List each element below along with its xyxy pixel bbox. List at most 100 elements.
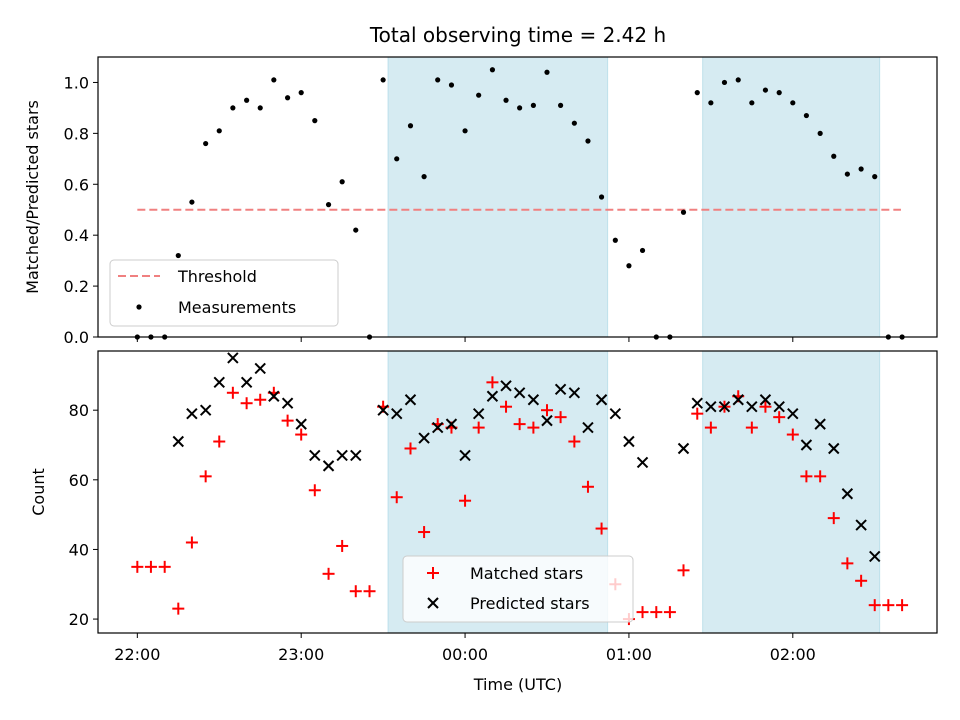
data-point bbox=[721, 79, 728, 86]
data-point bbox=[882, 599, 895, 612]
data-point bbox=[787, 407, 799, 420]
data-point bbox=[418, 432, 430, 444]
data-point bbox=[636, 606, 649, 619]
data-point bbox=[462, 128, 468, 134]
y-tick-label: 40 bbox=[69, 540, 89, 559]
data-point bbox=[500, 380, 512, 392]
y-axis-label: Count bbox=[29, 468, 48, 516]
data-point bbox=[626, 263, 632, 269]
data-point bbox=[541, 414, 553, 427]
data-point bbox=[527, 421, 540, 434]
y-tick-label: 0.0 bbox=[64, 328, 89, 347]
data-point bbox=[746, 400, 758, 413]
data-point bbox=[869, 550, 881, 563]
data-point bbox=[380, 77, 386, 83]
data-point bbox=[390, 491, 403, 504]
data-point bbox=[773, 400, 785, 413]
data-point bbox=[855, 519, 867, 531]
data-point bbox=[598, 194, 605, 200]
data-point bbox=[257, 105, 263, 111]
data-point bbox=[254, 393, 267, 406]
data-point bbox=[776, 90, 782, 96]
data-point bbox=[308, 484, 321, 497]
data-point bbox=[363, 585, 376, 598]
data-point bbox=[557, 102, 564, 108]
data-point bbox=[814, 418, 826, 430]
data-point bbox=[704, 421, 717, 434]
data-point bbox=[199, 404, 212, 416]
legend-marker-measurements bbox=[136, 304, 142, 310]
data-point bbox=[814, 470, 827, 483]
data-point bbox=[708, 100, 714, 106]
data-point bbox=[585, 138, 591, 144]
data-point bbox=[732, 394, 744, 406]
data-point bbox=[421, 174, 427, 180]
x-ticks bbox=[136, 337, 794, 342]
data-point bbox=[694, 90, 700, 96]
data-point bbox=[295, 428, 308, 441]
data-point bbox=[745, 421, 758, 434]
data-point bbox=[858, 166, 864, 172]
data-point bbox=[500, 400, 513, 413]
data-point bbox=[568, 435, 581, 448]
data-point bbox=[189, 199, 195, 205]
data-point bbox=[472, 407, 485, 420]
data-point bbox=[144, 560, 157, 573]
data-point bbox=[472, 421, 485, 434]
data-point bbox=[636, 456, 649, 469]
legend-marker-matched bbox=[427, 567, 439, 579]
data-point bbox=[896, 599, 909, 612]
y-axis-label: Matched/Predicted stars bbox=[23, 100, 42, 294]
data-point bbox=[295, 418, 307, 430]
data-point bbox=[353, 227, 359, 233]
data-point bbox=[677, 442, 690, 455]
data-point bbox=[407, 123, 414, 129]
data-point bbox=[749, 100, 755, 106]
data-point bbox=[435, 77, 441, 83]
y-tick-label: 0.4 bbox=[64, 226, 89, 245]
data-point bbox=[831, 153, 837, 159]
data-point bbox=[486, 376, 499, 389]
data-point bbox=[639, 247, 646, 254]
data-point bbox=[175, 252, 181, 259]
x-tick-label: 01:00 bbox=[606, 645, 652, 664]
y-ticks: 0.0 0.2 0.4 0.6 0.8 1.0 bbox=[64, 73, 98, 347]
data-point bbox=[800, 439, 813, 451]
axes-frame bbox=[97, 350, 938, 634]
data-point bbox=[663, 606, 676, 619]
legend-label-matched: Matched stars bbox=[470, 564, 583, 583]
axes-frame bbox=[97, 56, 938, 338]
x-tick-label: 02:00 bbox=[770, 645, 816, 664]
data-point bbox=[677, 564, 690, 577]
data-point bbox=[691, 397, 703, 409]
data-point bbox=[513, 387, 526, 399]
data-point bbox=[349, 585, 362, 598]
legend-frame bbox=[402, 555, 634, 623]
data-point bbox=[872, 174, 878, 180]
data-point bbox=[581, 480, 594, 493]
data-point bbox=[817, 130, 823, 136]
data-point bbox=[336, 449, 348, 462]
legend-label-predicted: Predicted stars bbox=[470, 594, 590, 613]
data-point bbox=[762, 87, 769, 93]
data-point bbox=[476, 92, 482, 98]
legend-label-measurements: Measurements bbox=[178, 298, 296, 317]
data-point bbox=[271, 77, 277, 83]
data-point bbox=[213, 435, 226, 448]
data-point bbox=[571, 120, 577, 126]
x-tick-label: 22:00 bbox=[114, 645, 160, 664]
data-point bbox=[281, 397, 294, 409]
data-point bbox=[517, 105, 523, 111]
x-tick-label: 23:00 bbox=[278, 645, 324, 664]
y-tick-label: 0.8 bbox=[64, 124, 89, 143]
data-point bbox=[244, 97, 250, 103]
data-point bbox=[309, 449, 321, 462]
data-point bbox=[336, 539, 349, 552]
data-point bbox=[404, 442, 417, 455]
shaded-interval-1 bbox=[702, 56, 881, 338]
data-point bbox=[650, 606, 663, 619]
data-point bbox=[691, 407, 704, 420]
data-point bbox=[448, 82, 455, 88]
data-point bbox=[828, 442, 840, 455]
data-point bbox=[377, 404, 389, 416]
